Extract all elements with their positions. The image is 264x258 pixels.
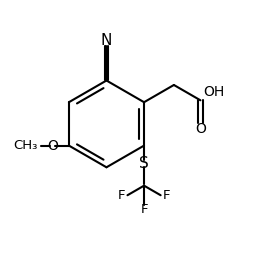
Text: S: S	[139, 156, 149, 171]
Text: F: F	[140, 203, 148, 216]
Text: N: N	[101, 33, 112, 48]
Text: OH: OH	[203, 85, 224, 99]
Text: O: O	[195, 122, 206, 136]
Text: F: F	[163, 189, 171, 202]
Text: O: O	[47, 139, 58, 152]
Text: F: F	[117, 189, 125, 202]
Text: CH₃: CH₃	[13, 139, 38, 152]
